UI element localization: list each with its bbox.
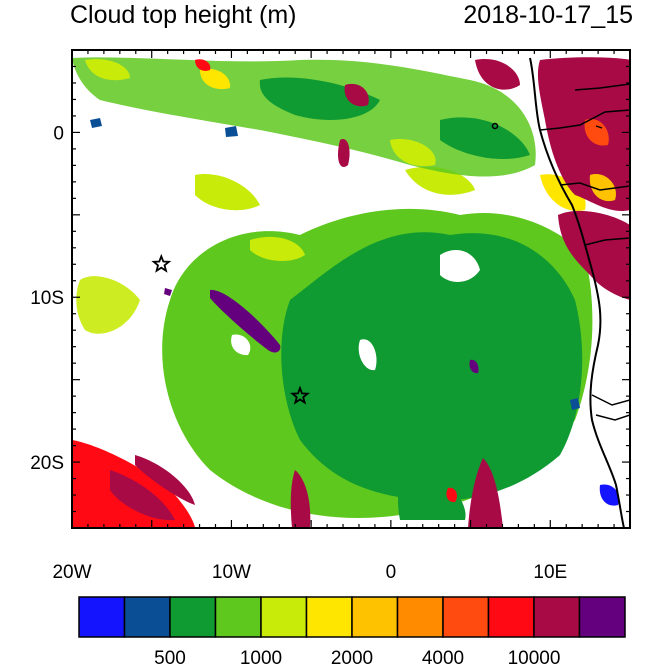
cloud-region-purple bbox=[210, 289, 281, 353]
map-frame bbox=[71, 49, 631, 529]
x-tick-label: 0 bbox=[386, 562, 397, 583]
colorbar-label: 4000 bbox=[422, 648, 464, 667]
colorbar-label: 1000 bbox=[240, 648, 282, 667]
x-tick-label: 10W bbox=[212, 562, 251, 583]
colorbar-labels: 500 1000 2000 4000 10000 bbox=[154, 648, 560, 667]
station-markers bbox=[151, 253, 311, 405]
colorbar-label: 10000 bbox=[508, 648, 561, 667]
x-axis-labels: 20W 10W 0 10E bbox=[52, 562, 567, 583]
y-tick-label: 0 bbox=[53, 123, 64, 144]
colorbar-swatch bbox=[578, 596, 626, 638]
y-axis-labels: 0 10S 20S bbox=[30, 123, 64, 474]
star-marker-ascension bbox=[290, 385, 311, 405]
x-tick-label: 20W bbox=[52, 562, 91, 583]
colorbar-label: 2000 bbox=[331, 648, 373, 667]
colorbar-swatch bbox=[260, 596, 308, 638]
cloud-region-dark-green bbox=[281, 232, 583, 501]
colorbar bbox=[78, 596, 626, 638]
timestamp-label: 2018-10-17_15 bbox=[463, 1, 633, 29]
axis-ticks bbox=[71, 49, 631, 529]
star-marker-st-helena bbox=[151, 253, 172, 273]
colorbar-swatch bbox=[78, 596, 126, 638]
colorbar-swatch bbox=[487, 596, 535, 638]
colorbar-swatch bbox=[351, 596, 399, 638]
colorbar-swatch bbox=[169, 596, 217, 638]
colorbar-swatch bbox=[442, 596, 490, 638]
colorbar-swatch bbox=[305, 596, 353, 638]
cloud-field bbox=[72, 57, 630, 528]
y-tick-label: 20S bbox=[30, 453, 64, 474]
y-tick-label: 10S bbox=[30, 288, 64, 309]
chart-title: Cloud top height (m) bbox=[70, 1, 297, 29]
colorbar-swatch bbox=[123, 596, 171, 638]
colorbar-swatch bbox=[396, 596, 444, 638]
x-tick-label: 10E bbox=[533, 562, 567, 583]
coastline bbox=[491, 57, 630, 528]
colorbar-label: 500 bbox=[154, 648, 186, 667]
colorbar-swatch bbox=[533, 596, 581, 638]
colorbar-swatch bbox=[214, 596, 262, 638]
